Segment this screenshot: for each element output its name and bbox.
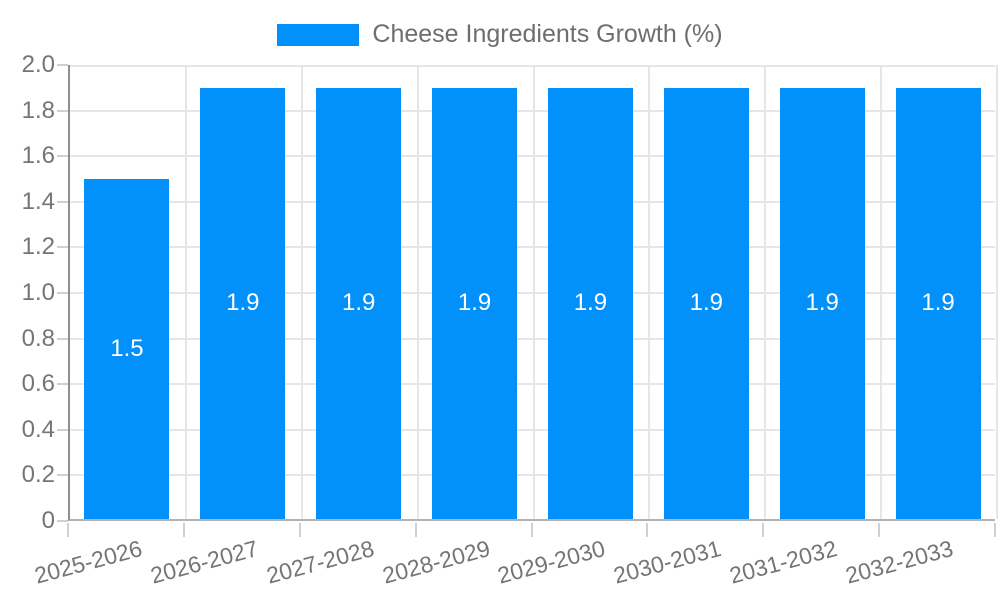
- y-tick-label: 0.2: [21, 461, 55, 489]
- y-tick-label: 0: [41, 507, 55, 534]
- y-tick-label: 1.0: [21, 279, 55, 306]
- gridline-v: [648, 65, 651, 519]
- bar-2027-2028: 1.9: [316, 87, 402, 519]
- gridline-v: [996, 65, 998, 519]
- y-axis-tick: [57, 109, 68, 112]
- gridline-v: [532, 65, 535, 519]
- x-tick-label-2030-2031: 2030-2031: [611, 535, 725, 589]
- y-axis-tick: [57, 337, 68, 340]
- x-axis-tick: [878, 523, 881, 537]
- bar-2031-2032: 1.9: [779, 87, 865, 519]
- y-tick-label: 0.6: [21, 370, 55, 398]
- y-axis-tick: [57, 200, 68, 203]
- bar-value-label: 1.9: [226, 289, 260, 317]
- bar-value-label: 1.9: [689, 289, 723, 317]
- gridline-v: [300, 65, 303, 519]
- x-tick-label-2029-2030: 2029-2030: [495, 535, 609, 589]
- x-axis-tick: [298, 523, 301, 537]
- y-tick-label: 1.2: [21, 233, 55, 261]
- y-tick-label: 2.0: [21, 51, 55, 78]
- legend-label: Cheese Ingredients Growth (%): [372, 20, 723, 48]
- legend-swatch: [277, 23, 360, 46]
- y-axis-tick: [57, 246, 68, 249]
- x-tick-label-2026-2027: 2026-2027: [147, 535, 261, 589]
- x-axis-tick: [67, 523, 69, 537]
- bar-value-label: 1.9: [805, 289, 839, 317]
- bar-2026-2027: 1.9: [200, 87, 286, 519]
- x-axis-tick: [994, 523, 996, 537]
- y-axis-tick: [57, 474, 68, 477]
- x-tick-label-2027-2028: 2027-2028: [263, 535, 377, 589]
- y-tick-label: 1.8: [21, 96, 55, 124]
- x-tick-label-2031-2032: 2031-2032: [726, 535, 840, 589]
- y-tick-label: 0.8: [21, 324, 55, 352]
- bar-value-label: 1.9: [573, 289, 608, 317]
- bar-2028-2029: 1.9: [432, 87, 518, 519]
- x-axis-tick: [530, 523, 533, 537]
- y-tick-label: 1.6: [21, 142, 55, 170]
- bar-value-label: 1.9: [921, 289, 955, 317]
- gridline-v: [184, 65, 187, 519]
- y-tick-label: 0.4: [21, 415, 55, 443]
- bar-value-label: 1.5: [110, 334, 144, 362]
- bar-2032-2033: 1.9: [895, 87, 981, 519]
- y-axis-tick: [57, 64, 68, 66]
- bar-2029-2030: 1.9: [547, 87, 633, 519]
- x-tick-label-2025-2026: 2025-2026: [31, 535, 145, 589]
- x-axis-tick: [414, 523, 417, 537]
- plot-area: 1.5 1.9 1.9 1.9 1.9 1.9 1.9 1.9: [68, 65, 998, 521]
- bar-value-label: 1.9: [342, 289, 376, 317]
- y-axis-tick: [57, 383, 68, 386]
- x-tick-label-2032-2033: 2032-2033: [842, 535, 956, 589]
- bar-2025-2026: 1.5: [84, 178, 170, 519]
- bar-2030-2031: 1.9: [663, 87, 749, 519]
- gridline-v: [880, 65, 883, 519]
- y-axis-tick: [57, 520, 68, 522]
- gridline-v: [416, 65, 419, 519]
- x-axis-tick: [182, 523, 185, 537]
- y-axis-tick: [57, 155, 68, 158]
- y-tick-label: 1.4: [21, 187, 55, 215]
- x-axis-tick: [762, 523, 765, 537]
- x-axis-tick: [646, 523, 649, 537]
- y-axis-tick: [57, 428, 68, 431]
- gridline-v: [764, 65, 767, 519]
- bar-value-label: 1.9: [457, 289, 492, 317]
- y-axis-tick: [57, 292, 68, 294]
- x-tick-label-2028-2029: 2028-2029: [379, 535, 493, 589]
- legend: Cheese Ingredients Growth (%): [0, 20, 1000, 49]
